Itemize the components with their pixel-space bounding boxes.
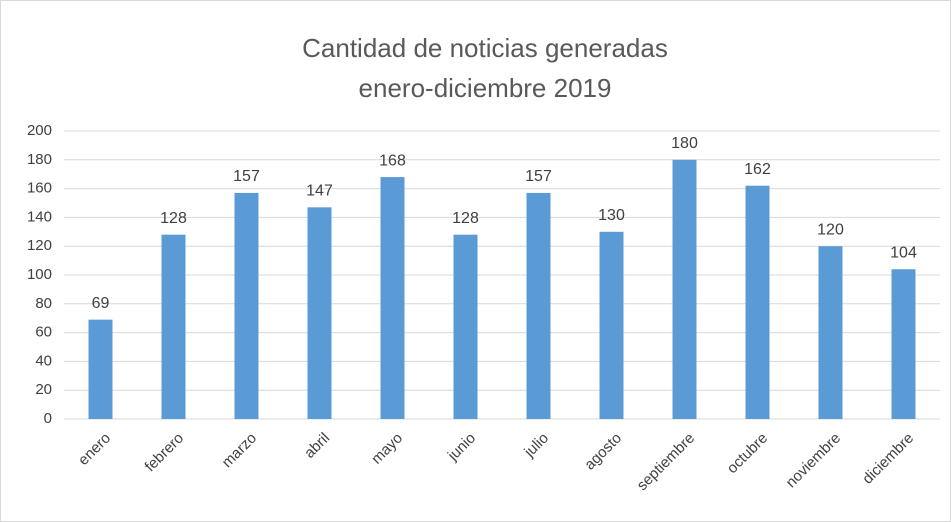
data-label: 180 <box>671 135 698 152</box>
data-label: 157 <box>525 168 552 185</box>
y-tick-label: 200 <box>27 122 52 139</box>
y-tick-label: 100 <box>27 266 52 283</box>
bar <box>672 159 697 420</box>
data-label: 130 <box>598 207 625 224</box>
data-label: 162 <box>744 161 771 178</box>
y-tick-label: 180 <box>27 151 52 168</box>
y-tick-label: 160 <box>27 180 52 197</box>
bar <box>380 177 405 419</box>
y-tick-label: 140 <box>27 208 52 225</box>
bar <box>307 207 332 419</box>
y-tick-label: 20 <box>35 381 52 398</box>
bar <box>818 246 843 419</box>
data-label: 104 <box>890 244 917 261</box>
data-label: 69 <box>92 295 110 312</box>
y-tick-label: 120 <box>27 237 52 254</box>
data-label: 120 <box>817 221 844 238</box>
data-label: 128 <box>452 210 479 227</box>
y-tick-label: 60 <box>35 324 52 341</box>
y-tick-label: 0 <box>44 410 52 427</box>
data-label: 128 <box>160 210 187 227</box>
chart-title: Cantidad de noticias generadas <box>302 33 668 63</box>
bar <box>745 185 770 419</box>
data-label: 157 <box>233 168 260 185</box>
bar <box>88 319 113 419</box>
bar <box>891 269 916 419</box>
bar <box>526 192 551 419</box>
bar <box>453 234 478 419</box>
y-tick-label: 80 <box>35 295 52 312</box>
bar <box>161 234 186 419</box>
data-label: 147 <box>306 183 333 200</box>
chart-subtitle: enero-diciembre 2019 <box>359 73 612 103</box>
data-label: 168 <box>379 152 406 169</box>
bar <box>599 231 624 419</box>
bar <box>234 192 259 419</box>
y-tick-label: 40 <box>35 352 52 369</box>
